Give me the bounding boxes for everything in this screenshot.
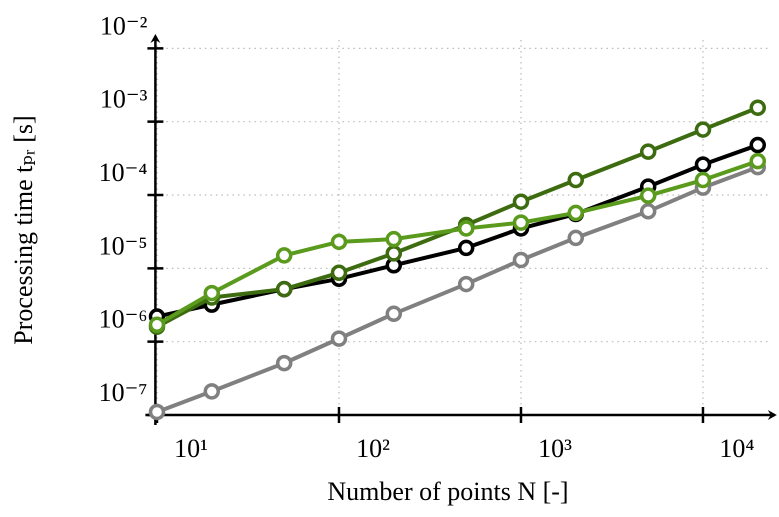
- data-point: [457, 275, 475, 293]
- data-point: [385, 245, 403, 262]
- data-point: [148, 316, 166, 334]
- y-axis-arrow: [150, 34, 161, 43]
- y-tick-label: 10⁻³: [100, 85, 148, 114]
- data-point: [749, 152, 767, 170]
- y-tick-label: 10⁻²: [100, 11, 148, 40]
- series-line: [156, 105, 759, 329]
- data-point: [330, 330, 348, 347]
- data-point: [567, 171, 585, 189]
- data-point: [457, 220, 475, 237]
- data-point: [330, 264, 348, 282]
- x-axis-arrow: [767, 410, 777, 420]
- y-tick-label: 10⁻⁶: [99, 305, 148, 334]
- data-point: [639, 187, 657, 204]
- data-point: [385, 230, 403, 248]
- data-point: [694, 171, 712, 189]
- series-line: [156, 165, 759, 414]
- data-point: [639, 143, 657, 160]
- x-tick-label: 10²: [356, 434, 390, 463]
- y-axis-label: Processing time tₚᵣ [s]: [9, 115, 38, 344]
- series-line: [155, 159, 759, 327]
- data-point: [694, 156, 712, 173]
- x-tick-label: 10³: [538, 434, 572, 463]
- data-point: [148, 403, 166, 421]
- x-axis-label: Number of points N [-]: [327, 477, 568, 506]
- data-point: [639, 203, 657, 220]
- data-point: [567, 204, 585, 222]
- data-point: [275, 354, 293, 372]
- data-point: [749, 99, 767, 116]
- x-tick-label: 10¹: [174, 434, 208, 463]
- x-tick-label: 10⁴: [719, 434, 754, 463]
- data-point: [330, 233, 348, 251]
- data-point: [275, 280, 293, 298]
- data-point: [512, 214, 530, 231]
- data-point: [385, 305, 403, 323]
- y-tick-label: 10⁻⁷: [99, 378, 148, 407]
- data-point: [694, 121, 712, 138]
- data-point: [749, 136, 767, 154]
- y-tick-label: 10⁻⁵: [99, 231, 148, 260]
- data-point: [203, 383, 221, 400]
- data-point: [567, 229, 585, 247]
- y-tick-label: 10⁻⁴: [99, 158, 148, 187]
- data-point: [512, 251, 530, 269]
- data-point: [275, 247, 293, 264]
- data-point: [457, 239, 475, 257]
- data-point: [512, 193, 530, 210]
- data-point: [203, 284, 221, 302]
